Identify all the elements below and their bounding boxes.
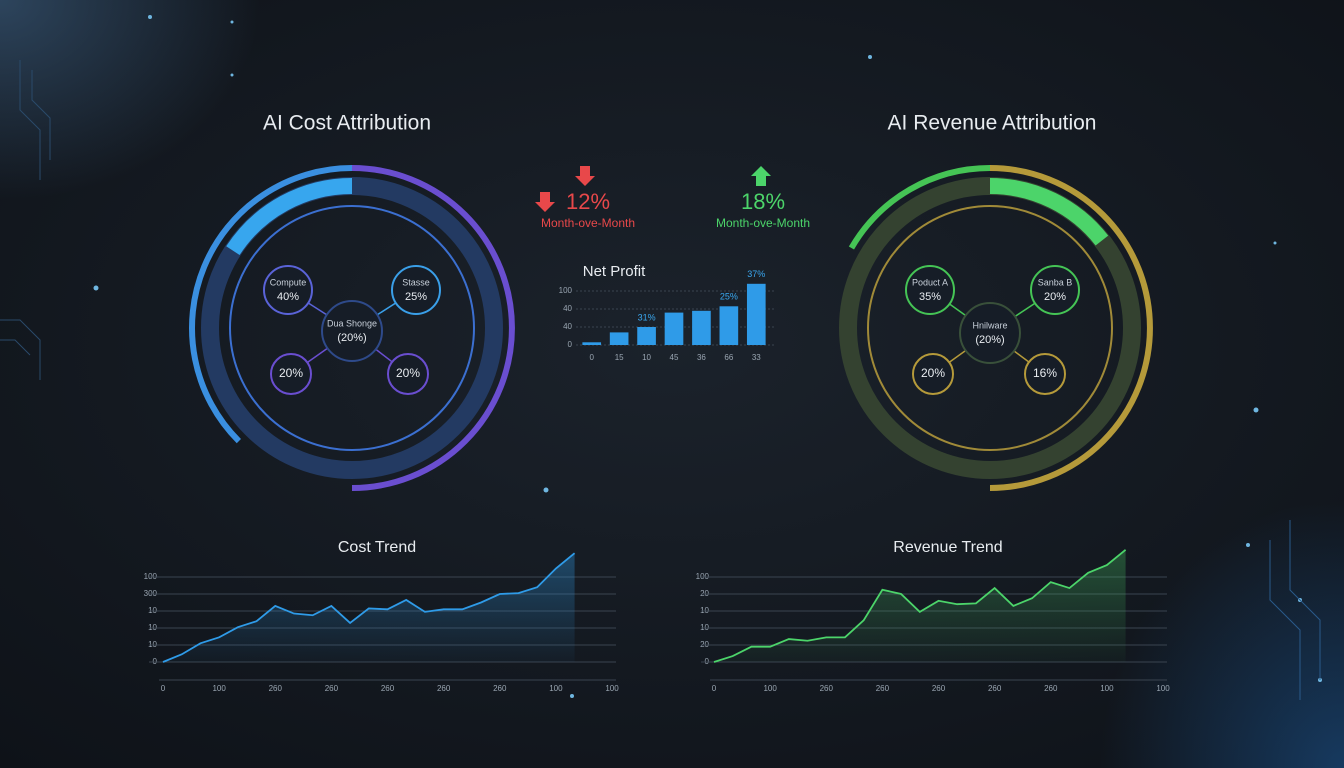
attribution-donut: AI Revenue Attribution Poduct A 35% Sanba B… (839, 112, 1153, 491)
outer-arc (989, 165, 1153, 491)
kpi-label: Month-ove-Month (716, 216, 810, 230)
kpi-arrows (535, 166, 771, 212)
x-tick-label: 260 (932, 684, 946, 693)
decoration (0, 15, 1322, 700)
outer-arc (351, 165, 515, 491)
donut-title: AI Revenue Attribution (888, 112, 1097, 135)
chart-title: Net Profit (583, 263, 646, 280)
x-tick-label: 100 (605, 684, 619, 693)
node (270, 353, 312, 395)
node-value: (20%) (337, 332, 366, 344)
x-tick-label: 10 (642, 353, 651, 362)
bar (746, 283, 766, 345)
node-value: 20% (1044, 291, 1066, 303)
inner-ring (229, 205, 475, 451)
up-arrow (751, 166, 771, 186)
area (163, 553, 575, 662)
x-tick-label: 33 (752, 353, 761, 362)
down-arrow (575, 166, 595, 186)
ring-highlight (989, 178, 1109, 246)
y-tick-label: 100 (559, 286, 573, 295)
x-tick-label: 260 (820, 684, 834, 693)
node-label: Hnilware (972, 320, 1007, 330)
x-tick-label: 260 (876, 684, 890, 693)
line (713, 549, 1127, 663)
node (1024, 353, 1066, 395)
y-tick-label: 40 (563, 322, 572, 331)
node-label: Sanba B (1038, 277, 1073, 287)
x-tick-label: 260 (493, 684, 507, 693)
x-tick-label: 0 (161, 684, 166, 693)
line-chart: Cost Trend010101030010001002602602602602… (144, 539, 620, 693)
x-tick-label: 260 (269, 684, 283, 693)
x-tick-label: 100 (763, 684, 777, 693)
kpi-label: Month-ove-Month (541, 216, 635, 230)
bar (692, 310, 711, 345)
corner-glow (0, 0, 260, 200)
node-value: 40% (277, 291, 299, 303)
bar (719, 306, 739, 345)
node-label: Dua Shonge (327, 318, 377, 328)
inner-ring (867, 205, 1113, 451)
x-tick-label: 260 (381, 684, 395, 693)
bar-annotation: 25% (720, 292, 738, 302)
ring-highlight (226, 178, 353, 256)
bar (637, 327, 656, 345)
node-value: 20% (921, 366, 945, 380)
attribution-donut: AI Cost Attribution Compute 40% Stasse 25% Du… (189, 112, 515, 491)
chart-title: Cost Trend (338, 539, 416, 556)
bar-annotation: 31% (638, 312, 656, 322)
x-tick-label: 100 (1100, 684, 1114, 693)
node (912, 353, 954, 395)
x-tick-label: 0 (589, 353, 594, 362)
node (321, 300, 383, 362)
x-tick-label: 0 (712, 684, 717, 693)
x-tick-label: 260 (988, 684, 1002, 693)
node-value: 35% (919, 291, 941, 303)
node (391, 265, 441, 315)
node-label: Poduct A (912, 277, 948, 287)
outer-arc (848, 165, 991, 250)
node (1030, 265, 1080, 315)
node (905, 265, 955, 315)
x-tick-label: 15 (615, 353, 624, 362)
outer-arc (189, 165, 353, 444)
line-chart: Revenue Trend020101020100010026026026026… (696, 539, 1171, 693)
donut-title: AI Cost Attribution (263, 112, 431, 135)
x-tick-label: 36 (697, 353, 706, 362)
x-tick-label: 66 (724, 353, 733, 362)
node (959, 302, 1021, 364)
x-tick-label: 100 (212, 684, 226, 693)
down-arrow (535, 192, 555, 212)
node-label: Compute (270, 277, 307, 287)
bar (609, 332, 629, 345)
x-tick-label: 260 (1044, 684, 1058, 693)
node-value: 25% (405, 291, 427, 303)
node (387, 353, 429, 395)
y-tick-label: 0 (568, 340, 573, 349)
node-value: 20% (279, 366, 303, 380)
corner-glow (1100, 500, 1344, 768)
area (714, 549, 1126, 662)
node-value: (20%) (975, 334, 1004, 346)
x-tick-label: 260 (325, 684, 339, 693)
kpi-value: 12% (566, 189, 610, 214)
bar-annotation: 37% (747, 269, 765, 279)
x-tick-label: 100 (1156, 684, 1170, 693)
x-tick-label: 45 (670, 353, 679, 362)
node-label: Stasse (402, 277, 430, 287)
kpi-value: 18% (741, 189, 785, 214)
x-tick-label: 100 (549, 684, 563, 693)
node-value: 20% (396, 366, 420, 380)
line (162, 552, 576, 663)
node-value: 16% (1033, 366, 1057, 380)
node (263, 265, 313, 315)
bar (664, 312, 684, 345)
x-tick-label: 260 (437, 684, 451, 693)
bar (582, 342, 602, 345)
chart-title: Revenue Trend (893, 539, 1002, 556)
y-tick-label: 40 (563, 304, 572, 313)
bar-chart: Net Profit 0 40 40 100 0 15 10 45 36 66 33 31% 25% 37% (559, 263, 774, 362)
